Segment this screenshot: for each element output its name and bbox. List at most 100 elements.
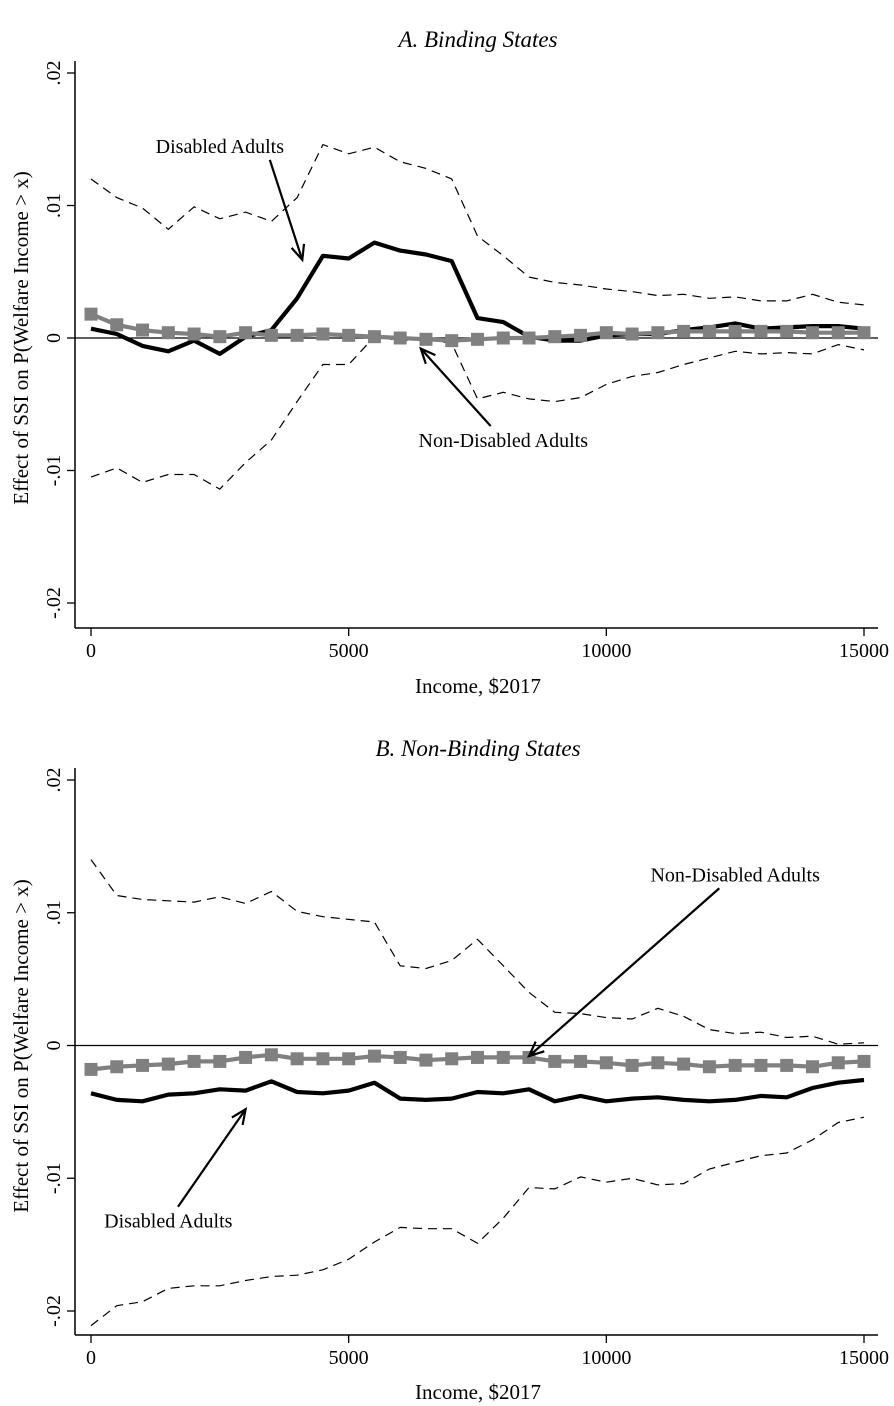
panel-a-non-disabled-marker <box>651 326 665 340</box>
panel-a-non-disabled-marker <box>445 334 459 348</box>
panel-b-y-tick-label: .01 <box>43 900 65 925</box>
panel-b-annotation-arrowhead <box>231 1106 248 1126</box>
panel-a-disabled-adults-line <box>90 240 865 356</box>
panel-a-non-disabled-marker <box>522 331 536 345</box>
panel-b-non-disabled-marker <box>187 1054 201 1068</box>
panel-b-x-axis-label: Income, $2017 <box>415 1380 541 1404</box>
panel-b-x-tick-label: 0 <box>86 1347 96 1369</box>
panel-a-y-tick-label: 0 <box>43 333 65 343</box>
panel-a-non-disabled-marker <box>419 332 433 346</box>
panel-a-non-disabled-marker <box>625 327 639 341</box>
panel-b-non-disabled-marker <box>239 1050 253 1064</box>
panel-a-non-disabled-marker <box>754 324 768 338</box>
panel-b-non-disabled-marker <box>805 1060 819 1074</box>
panel-a-annotation-label: Disabled Adults <box>156 136 285 158</box>
panel-a-non-disabled-marker <box>110 318 124 332</box>
panel-b-non-disabled-marker <box>496 1050 510 1064</box>
panel-a-non-disabled-marker <box>728 324 742 338</box>
panel-b-annotation-arrow <box>177 1108 247 1208</box>
panel-a-y-tick-label: -.01 <box>43 455 65 487</box>
panel-a-non-disabled-marker <box>136 323 150 337</box>
panel-b-x-tick-label: 10000 <box>581 1347 631 1369</box>
panel-a: A. Binding States -.02 -.01 0 .01 .02 0 5000 10… <box>9 27 889 698</box>
panel-a-non-disabled-marker <box>316 327 330 341</box>
panel-a-annotation-arrowhead <box>290 243 306 263</box>
panel-b-non-disabled-marker <box>702 1060 716 1074</box>
panel-a-non-disabled-marker <box>599 326 613 340</box>
panel-b-non-disabled-marker <box>831 1056 845 1070</box>
panel-b-non-disabled-marker <box>84 1062 98 1076</box>
panel-b-ci-lower-line <box>90 1116 865 1327</box>
panel-a-x-tick-label: 10000 <box>581 640 631 662</box>
panel-a-ci-lower-line <box>90 336 865 490</box>
panel-b-non-disabled-marker <box>367 1049 381 1063</box>
panel-b-y-tick-label: -.01 <box>43 1162 65 1194</box>
panel-b-non-disabled-marker <box>599 1056 613 1070</box>
panel-b-non-disabled-marker <box>136 1058 150 1072</box>
panel-a-non-disabled-marker <box>84 307 98 321</box>
panel-b-x-tick-label: 5000 <box>329 1347 369 1369</box>
panel-b-non-disabled-marker <box>780 1058 794 1072</box>
panel-b-non-disabled-marker <box>625 1058 639 1072</box>
panel-b-non-disabled-marker <box>651 1056 665 1070</box>
panel-a-non-disabled-marker <box>393 331 407 345</box>
panel-a-non-disabled-marker <box>780 324 794 338</box>
panel-b-non-disabled-marker <box>677 1057 691 1071</box>
panel-a-x-tick-label: 0 <box>86 640 96 662</box>
panel-a-non-disabled-marker <box>342 328 356 342</box>
panel-b-non-disabled-marker <box>316 1052 330 1066</box>
panel-b-x-tick-label: 15000 <box>839 1347 889 1369</box>
panel-a-ci-upper-line <box>90 143 865 306</box>
panel-a-annotation-arrow <box>419 347 492 427</box>
panel-a-non-disabled-marker <box>264 328 278 342</box>
panel-b-y-tick-label: -.02 <box>43 1295 65 1327</box>
panel-b-non-disabled-marker <box>110 1060 124 1074</box>
panel-b-non-disabled-marker <box>445 1052 459 1066</box>
panel-b-disabled-adults-line <box>90 1077 865 1104</box>
panel-b: B. Non-Binding States -.02 -.01 0 .01 .02 0 50… <box>9 736 889 1404</box>
panel-b-non-disabled-marker <box>342 1052 356 1066</box>
panel-a-annotation-arrowhead <box>418 346 436 365</box>
panel-b-non-disabled-marker <box>213 1054 227 1068</box>
panel-b-non-disabled-marker <box>548 1054 562 1068</box>
panel-a-y-axis-label: Effect of SSI on P(Welfare Income > x) <box>9 171 33 504</box>
panel-a-non-disabled-marker <box>213 330 227 344</box>
panel-a-y-tick-label: .02 <box>43 61 65 86</box>
panel-b-annotation-arrowhead <box>526 1041 545 1058</box>
panel-b-non-disabled-marker <box>574 1054 588 1068</box>
panel-b-non-disabled-marker <box>419 1053 433 1067</box>
panel-b-title: B. Non-Binding States <box>375 736 580 761</box>
panel-a-non-disabled-marker <box>805 326 819 340</box>
panel-a-non-disabled-marker <box>187 327 201 341</box>
panel-a-y-tick-label: -.02 <box>43 587 65 619</box>
panel-b-non-disabled-marker <box>728 1058 742 1072</box>
panel-a-non-disabled-marker <box>677 324 691 338</box>
panel-a-non-disabled-marker <box>831 326 845 340</box>
panel-b-y-tick-label: .02 <box>43 768 65 793</box>
panel-b-annotation-arrow <box>528 887 721 1057</box>
panel-b-non-disabled-marker <box>161 1057 175 1071</box>
panel-b-non-disabled-marker <box>393 1050 407 1064</box>
panel-b-y-axis-label: Effect of SSI on P(Welfare Income > x) <box>9 879 33 1212</box>
panel-a-title: A. Binding States <box>396 27 557 52</box>
panel-b-y-tick-label: 0 <box>43 1041 65 1051</box>
panel-a-non-disabled-marker <box>548 330 562 344</box>
panel-a-annotation-label: Non-Disabled Adults <box>419 430 589 452</box>
panel-a-non-disabled-marker <box>857 326 871 340</box>
panel-b-non-disabled-marker <box>754 1058 768 1072</box>
panel-a-non-disabled-marker <box>290 328 304 342</box>
panel-a-y-tick-label: .01 <box>43 193 65 218</box>
panel-b-annotation-label: Non-Disabled Adults <box>650 864 820 886</box>
panel-a-x-axis-label: Income, $2017 <box>415 674 541 698</box>
panel-a-non-disabled-marker <box>161 326 175 340</box>
panel-b-ci-upper-line <box>90 859 865 1045</box>
panel-a-non-disabled-marker <box>239 326 253 340</box>
panel-b-non-disabled-marker <box>264 1048 278 1062</box>
panel-a-non-disabled-marker <box>702 324 716 338</box>
panel-a-x-tick-label: 15000 <box>839 640 889 662</box>
panel-a-non-disabled-marker <box>574 328 588 342</box>
panel-b-non-disabled-marker <box>290 1052 304 1066</box>
panel-a-non-disabled-marker <box>496 331 510 345</box>
panel-b-annotation-label: Disabled Adults <box>104 1211 233 1233</box>
